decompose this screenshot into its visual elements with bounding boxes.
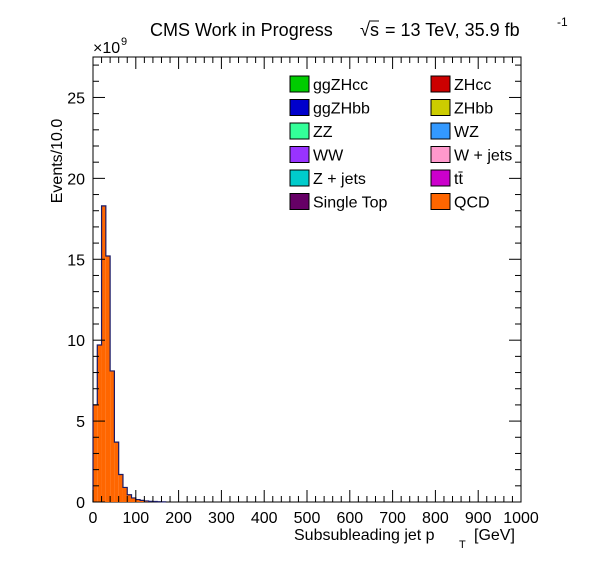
legend-entry: ZHcc bbox=[430, 75, 491, 94]
legend-entry: WW bbox=[289, 146, 344, 165]
legend-label: tt̄ bbox=[454, 171, 463, 188]
x-tick-label: 200 bbox=[165, 510, 192, 527]
legend-entry: ZHbb bbox=[430, 99, 493, 118]
legend-entry: ggZHcc bbox=[289, 75, 368, 94]
x-tick-label: 600 bbox=[336, 510, 363, 527]
legend-entry: Single Top bbox=[289, 193, 388, 212]
y-multiplier: ×10 bbox=[93, 40, 120, 57]
histogram-bar bbox=[97, 345, 102, 502]
x-axis-label-main: Subsubleading jet p bbox=[294, 527, 435, 544]
y-tick-label: 15 bbox=[67, 252, 85, 269]
stack-outline bbox=[92, 205, 167, 503]
legend-label: W + jets bbox=[454, 148, 512, 165]
y-axis: 0 5 10 15 20 25 bbox=[67, 64, 521, 512]
legend-entry: QCD bbox=[430, 193, 490, 212]
histogram-bar bbox=[118, 474, 123, 502]
legend-label: WW bbox=[313, 148, 344, 165]
legend-label: Single Top bbox=[313, 195, 388, 212]
legend-label: ZZ bbox=[313, 124, 333, 141]
x-tick-label: 800 bbox=[422, 510, 449, 527]
legend-swatch bbox=[289, 122, 310, 140]
y-tick-label: 0 bbox=[76, 495, 85, 512]
legend-swatch bbox=[430, 146, 451, 163]
y-axis-label: Events/10.0 bbox=[49, 119, 66, 204]
histogram-bar bbox=[135, 499, 141, 502]
legend-swatch bbox=[430, 99, 451, 116]
y-tick-label: 20 bbox=[67, 171, 85, 188]
legend-swatch bbox=[289, 146, 310, 163]
sqrt-symbol: √ bbox=[360, 20, 370, 40]
histogram-bars bbox=[92, 205, 167, 503]
y-tick-label: 25 bbox=[67, 90, 85, 107]
legend: ggZHcc ZHcc ggZHbb ZHbb ZZ WZ WW W + jets Z + je… bbox=[289, 75, 512, 212]
legend-label: ZHcc bbox=[454, 77, 491, 94]
x-tick-label: 1000 bbox=[503, 510, 539, 527]
y-multiplier-exponent: 9 bbox=[121, 36, 127, 48]
histogram-bar bbox=[105, 256, 111, 502]
x-axis-label-unit: [GeV] bbox=[474, 527, 515, 544]
legend-swatch bbox=[289, 193, 310, 210]
sqrt-s-label: s bbox=[370, 20, 379, 40]
chart-title: CMS Work in Progress bbox=[150, 20, 333, 40]
x-tick-label: 100 bbox=[122, 510, 149, 527]
x-tick-label: 900 bbox=[465, 510, 492, 527]
x-tick-label: 500 bbox=[294, 510, 321, 527]
legend-entry: W + jets bbox=[430, 146, 512, 165]
y-tick-label: 5 bbox=[76, 414, 85, 431]
y-tick-label: 10 bbox=[67, 333, 85, 350]
energy-lumi-label: = 13 TeV, 35.9 fb bbox=[385, 20, 520, 40]
legend-swatch bbox=[289, 169, 310, 187]
legend-swatch bbox=[289, 99, 310, 116]
x-tick-label: 700 bbox=[379, 510, 406, 527]
x-axis: 0 100 200 300 400 500 600 700 800 900 1000 bbox=[89, 57, 539, 527]
x-axis-label-subscript: T bbox=[459, 539, 466, 551]
histogram-bar bbox=[110, 370, 115, 502]
legend-label: WZ bbox=[454, 124, 479, 141]
legend-label: Z + jets bbox=[313, 171, 366, 188]
histogram-bar bbox=[122, 487, 128, 502]
legend-swatch bbox=[430, 169, 451, 187]
lumi-exponent: -1 bbox=[557, 15, 568, 29]
legend-swatch bbox=[430, 75, 451, 93]
legend-label: QCD bbox=[454, 195, 490, 212]
legend-entry: ggZHbb bbox=[289, 99, 370, 118]
histogram-bar bbox=[101, 205, 106, 502]
legend-entry: WZ bbox=[430, 122, 479, 141]
legend-label: ggZHcc bbox=[313, 77, 368, 94]
legend-swatch bbox=[430, 122, 451, 140]
legend-entry: Z + jets bbox=[289, 169, 366, 188]
x-tick-label: 0 bbox=[89, 510, 98, 527]
x-tick-label: 400 bbox=[251, 510, 278, 527]
legend-entry: tt̄ bbox=[430, 169, 463, 188]
legend-label: ZHbb bbox=[454, 101, 493, 118]
histogram-bar bbox=[114, 442, 119, 502]
x-axis-label: Subsubleading jet p T [GeV] bbox=[294, 527, 515, 551]
histogram-bar bbox=[127, 494, 132, 502]
histogram-bar bbox=[140, 500, 145, 502]
legend-swatch bbox=[289, 75, 310, 93]
legend-label: ggZHbb bbox=[313, 101, 370, 118]
energy-label: √ s = 13 TeV, 35.9 fb -1 bbox=[360, 15, 568, 40]
histogram-bar bbox=[131, 497, 136, 502]
x-tick-label: 300 bbox=[208, 510, 235, 527]
legend-entry: ZZ bbox=[289, 122, 333, 141]
legend-swatch bbox=[430, 193, 451, 210]
